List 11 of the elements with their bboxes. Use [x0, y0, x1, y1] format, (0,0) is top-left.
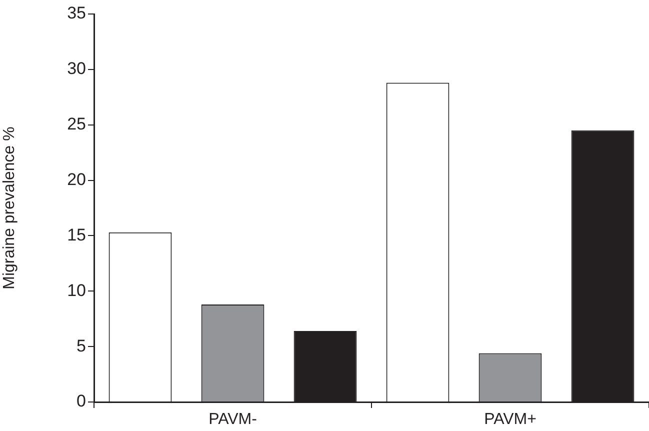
y-tick-label: 35	[67, 4, 86, 23]
y-tick-label: 30	[67, 59, 86, 78]
y-tick-label: 10	[67, 280, 86, 300]
x-tick-label: PAVM-	[208, 411, 257, 428]
y-axis-title: Migraine prevalence %	[1, 126, 18, 290]
x-tick-label: PAVM+	[484, 411, 536, 428]
y-tick-label: 15	[67, 225, 86, 244]
y-tick-label: 5	[76, 336, 86, 356]
y-tick-label: 20	[67, 170, 86, 189]
y-tick-label: 25	[67, 114, 86, 134]
y-tick-label: 0	[76, 392, 86, 411]
